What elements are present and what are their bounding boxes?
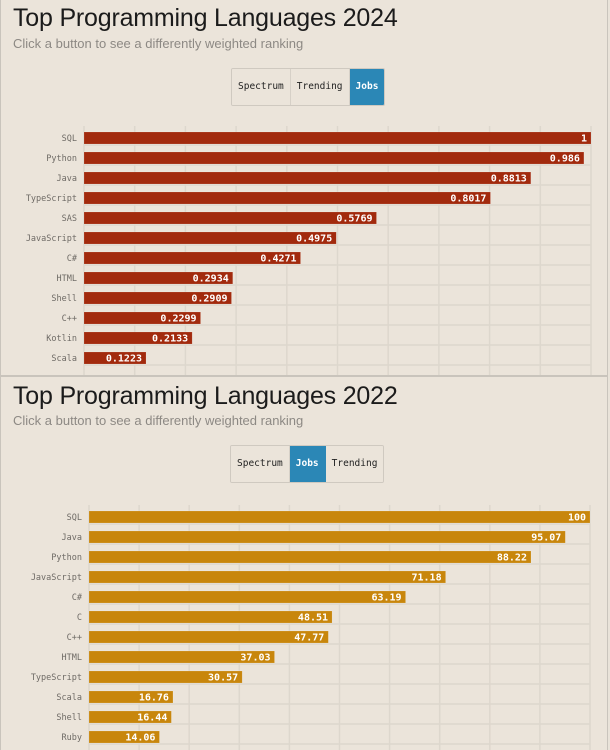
bar-sql[interactable] (83, 131, 592, 145)
bar-scala[interactable] (88, 690, 174, 704)
bar-sas[interactable] (83, 211, 377, 225)
category-label: HTML (62, 653, 82, 663)
bar-java[interactable] (88, 530, 566, 544)
value-label: 0.4271 (260, 254, 296, 265)
bar-shell[interactable] (83, 291, 232, 305)
value-label: 95.07 (531, 533, 561, 544)
category-label: Kotlin (46, 334, 77, 344)
chart-title: Top Programming Languages 2022 (13, 382, 398, 410)
value-label: 30.57 (208, 673, 238, 684)
trending-button[interactable]: Trending (290, 69, 350, 105)
category-label: Python (51, 553, 82, 563)
value-label: 0.1223 (106, 354, 142, 365)
category-label: C++ (67, 633, 82, 643)
category-label: C# (72, 593, 83, 603)
spectrum-button[interactable]: Spectrum (231, 446, 290, 482)
bar-typescript[interactable] (83, 191, 491, 205)
chart-title: Top Programming Languages 2024 (13, 4, 398, 32)
bar-chart-2022: SQL 100 Java 95.07 Python 88.22 JavaScript 71.1… (31, 505, 591, 750)
value-label: 0.8017 (450, 194, 486, 205)
spectrum-button[interactable]: Spectrum (232, 69, 291, 105)
value-label: 16.76 (139, 693, 169, 704)
category-label: Scala (56, 693, 82, 703)
bar-scala[interactable] (83, 351, 147, 365)
bar-html[interactable] (88, 650, 275, 664)
jobs-button[interactable]: Jobs (289, 446, 326, 482)
chart-panel-2024: Top Programming Languages 2024 Click a b… (0, 0, 608, 376)
category-label: Shell (51, 294, 77, 304)
category-label: C++ (62, 314, 77, 324)
chart-subtitle: Click a button to see a differently weig… (13, 36, 304, 51)
category-label: Java (57, 174, 77, 184)
category-label: Java (62, 533, 82, 543)
bar-python[interactable] (83, 151, 585, 165)
category-label: Scala (51, 354, 77, 364)
value-label: 14.06 (125, 733, 155, 744)
bar-kotlin[interactable] (83, 331, 193, 345)
bar-ruby[interactable] (88, 730, 160, 744)
bar-typescript[interactable] (88, 670, 243, 684)
value-label: 48.51 (298, 613, 328, 624)
value-label: 0.986 (550, 154, 580, 165)
category-label: JavaScript (26, 234, 77, 244)
value-label: 88.22 (497, 553, 527, 564)
value-label: 16.44 (137, 713, 167, 724)
value-label: 0.8813 (491, 174, 527, 185)
category-label: SQL (67, 513, 82, 523)
value-label: 0.4975 (296, 234, 332, 245)
value-label: 63.19 (371, 593, 401, 604)
ranking-button-group: Spectrum Trending Jobs (231, 68, 386, 106)
bar-shell[interactable] (88, 710, 172, 724)
bar-python[interactable] (88, 550, 532, 564)
category-label: JavaScript (31, 573, 82, 583)
bar-sql[interactable] (88, 510, 591, 524)
bar-html[interactable] (83, 271, 234, 285)
bar-c-[interactable] (83, 311, 201, 325)
chart-panel-2022: Top Programming Languages 2022 Click a b… (0, 376, 608, 750)
category-label: Python (46, 154, 77, 164)
ranking-button-group: Spectrum Jobs Trending (230, 445, 385, 483)
category-label: Shell (56, 713, 82, 723)
value-label: 71.18 (412, 573, 442, 584)
value-label: 0.2133 (152, 334, 188, 345)
category-label: SQL (62, 134, 77, 144)
category-label: C (77, 613, 82, 623)
value-label: 37.03 (240, 653, 270, 664)
value-label: 1 (581, 134, 587, 145)
value-label: 0.2299 (160, 314, 196, 325)
category-label: TypeScript (26, 194, 77, 204)
category-label: TypeScript (31, 673, 82, 683)
bar-javascript[interactable] (88, 570, 446, 584)
bar-c[interactable] (88, 610, 333, 624)
bar-c-[interactable] (88, 590, 406, 604)
value-label: 100 (568, 513, 586, 524)
category-label: SAS (62, 214, 77, 224)
category-label: HTML (57, 274, 77, 284)
value-label: 0.2909 (191, 294, 227, 305)
value-label: 0.5769 (336, 214, 372, 225)
bar-c-[interactable] (83, 251, 301, 265)
bar-c-[interactable] (88, 630, 329, 644)
value-label: 0.2934 (193, 274, 229, 285)
bar-javascript[interactable] (83, 231, 337, 245)
value-label: 47.77 (294, 633, 324, 644)
bar-java[interactable] (83, 171, 532, 185)
jobs-button[interactable]: Jobs (349, 69, 385, 105)
trending-button[interactable]: Trending (325, 446, 384, 482)
category-label: C# (67, 254, 78, 264)
chart-subtitle: Click a button to see a differently weig… (13, 413, 304, 428)
category-label: Ruby (62, 733, 82, 743)
bar-chart-2024: SQL 1 Python 0.986 Java 0.8813 TypeScript 0.801… (26, 126, 592, 375)
